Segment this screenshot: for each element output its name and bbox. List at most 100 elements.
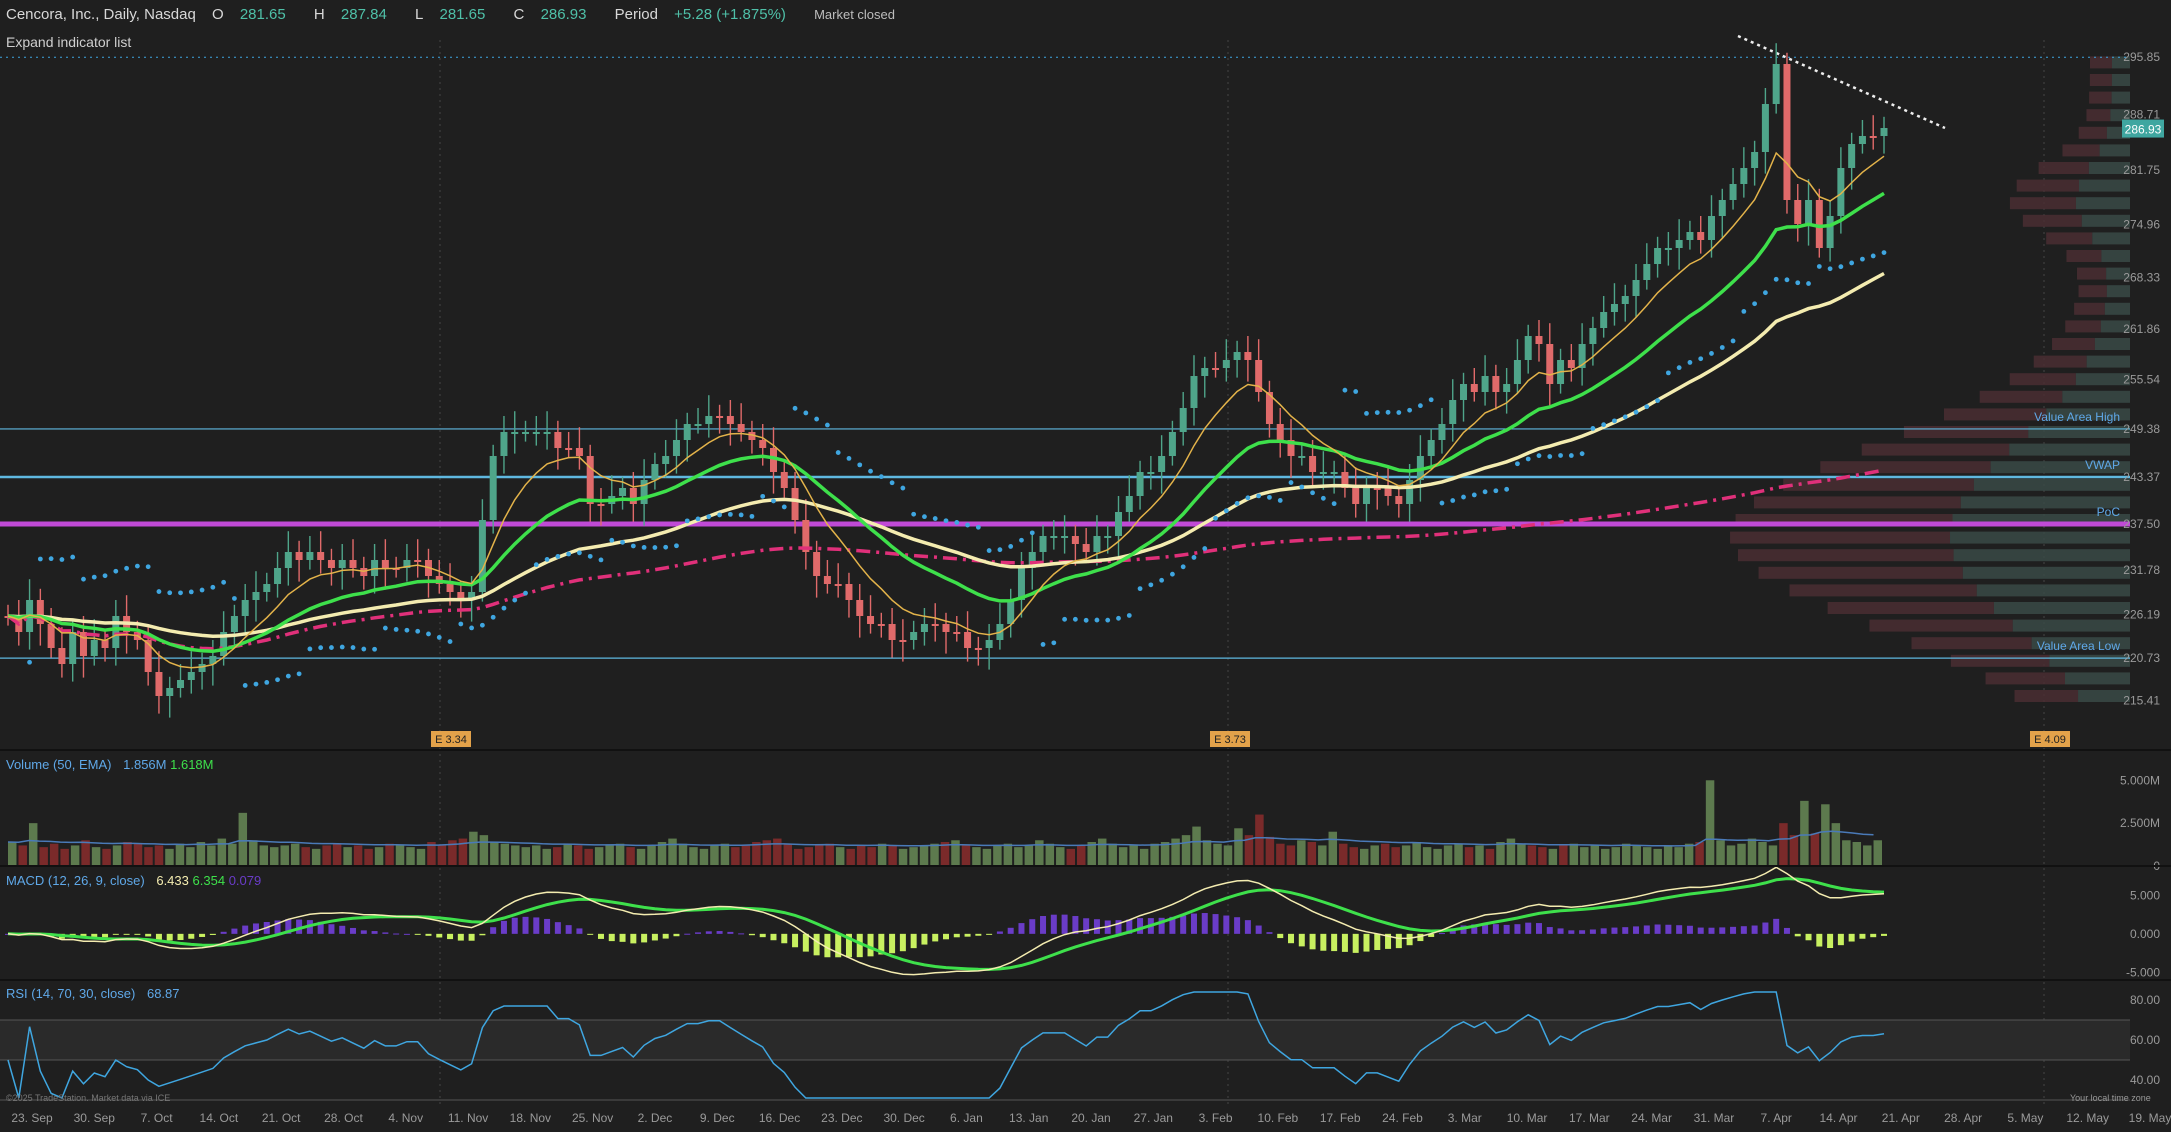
volume-bar <box>1580 847 1589 866</box>
psar-dot <box>749 513 755 519</box>
macd-histogram-bar <box>986 933 993 935</box>
candle-body <box>47 624 55 648</box>
psar-dot <box>911 511 917 517</box>
volume-bar <box>353 845 363 866</box>
candle-body <box>1675 240 1683 248</box>
macd-histogram-bar <box>533 917 540 934</box>
macd-histogram-bar <box>856 933 863 958</box>
volume-bar <box>1485 848 1495 866</box>
volume-bar <box>1234 828 1243 866</box>
psar-dot <box>1040 642 1046 647</box>
macd-histogram-bar <box>1406 933 1413 946</box>
macd-y-tick: -5.000 <box>2126 965 2160 979</box>
psar-dot <box>1245 495 1251 501</box>
candle-body <box>1222 360 1230 368</box>
market-status: Market closed <box>814 7 895 22</box>
candle-body <box>845 584 853 600</box>
volume-bar <box>186 847 195 866</box>
rsi-y-tick: 80.00 <box>2130 993 2160 1007</box>
volume-bar <box>1758 842 1767 866</box>
macd-histogram-bar <box>1827 933 1834 948</box>
symbol-title: Cencora, Inc., Daily, Nasdaq <box>6 6 196 23</box>
volume-bar <box>1045 843 1055 866</box>
psar-dot <box>415 628 421 634</box>
y-tick-label: 231.78 <box>2123 563 2160 577</box>
volume-bar <box>1863 845 1872 866</box>
candle-body <box>888 624 896 640</box>
y-tick-label: 237.50 <box>2123 517 2160 531</box>
psar-dot <box>469 625 475 631</box>
profile-bar-sell <box>2078 285 2107 298</box>
candle-body <box>1869 136 1877 138</box>
macd-histogram-bar <box>705 931 712 934</box>
profile-bar-sell <box>2009 197 2076 210</box>
macd-histogram-bar <box>490 927 497 934</box>
close-label: C <box>513 6 525 23</box>
candle-body <box>1503 384 1511 392</box>
psar-dot <box>684 518 690 524</box>
volume-bar <box>1139 848 1149 866</box>
psar-dot <box>641 545 647 550</box>
candle-body <box>1492 376 1500 392</box>
psar-dot <box>70 554 76 560</box>
macd-histogram-bar <box>1773 918 1780 934</box>
volume-bar <box>1213 843 1222 866</box>
psar-dot <box>275 677 280 683</box>
candle-body <box>209 656 217 664</box>
volume-bar <box>584 848 593 866</box>
candle-body <box>522 432 530 434</box>
candle-body <box>457 592 465 600</box>
candle-body <box>1460 384 1468 400</box>
volume-bar <box>521 847 531 866</box>
volume-bar <box>752 842 761 866</box>
macd-histogram-bar <box>350 927 357 934</box>
volume-bar <box>1024 845 1034 866</box>
y-tick-label: 215.41 <box>2123 694 2160 708</box>
volume-bar <box>490 842 499 866</box>
candle-body <box>79 632 87 656</box>
candle-body <box>360 568 368 576</box>
candle-body <box>1589 328 1597 344</box>
volume-bar <box>1433 848 1442 866</box>
vwap-anchored-line <box>6 468 1885 651</box>
psar-dot <box>1795 280 1801 286</box>
macd-histogram-bar <box>1848 933 1855 942</box>
volume-bar <box>112 845 122 866</box>
profile-bar-buy <box>2106 285 2130 298</box>
candle-body <box>1578 344 1586 368</box>
candle-body <box>586 456 594 504</box>
psar-dot <box>771 498 776 504</box>
volume-bar <box>280 845 289 866</box>
candle-body <box>1061 536 1069 538</box>
psar-dot <box>318 645 324 651</box>
macd-histogram-bar <box>597 933 604 939</box>
psar-dot <box>167 590 173 596</box>
macd-histogram-bar <box>1234 917 1241 934</box>
profile-bar-buy <box>2111 74 2130 86</box>
profile-bar-sell <box>2074 302 2105 315</box>
expand-indicator-list-button[interactable]: Expand indicator list <box>6 34 132 50</box>
volume-bar <box>49 843 59 866</box>
volume-bar <box>228 843 237 866</box>
psar-dot <box>1870 253 1876 259</box>
volume-bar <box>846 848 855 866</box>
psar-dot <box>1137 586 1143 592</box>
macd-histogram-bar <box>1568 930 1575 934</box>
macd-histogram-bar <box>845 933 852 958</box>
psar-dot <box>1763 290 1768 296</box>
macd-histogram-bar <box>1395 933 1402 949</box>
volume-bar <box>1171 838 1180 866</box>
candle-body <box>1255 360 1263 392</box>
macd-title: MACD (12, 26, 9, close) <box>6 873 145 888</box>
macd-histogram-bar <box>630 933 637 944</box>
x-tick-label: 7. Oct <box>141 1111 174 1125</box>
volume-bar <box>1538 847 1547 866</box>
psar-dot <box>134 563 140 569</box>
candle-body <box>1028 552 1036 568</box>
macd-histogram-bar <box>1352 933 1359 953</box>
psar-dot <box>1504 486 1510 492</box>
y-tick-label: 281.75 <box>2123 163 2160 177</box>
candle-body <box>1201 368 1209 376</box>
psar-dot <box>329 645 334 650</box>
psar-dot <box>889 480 895 486</box>
